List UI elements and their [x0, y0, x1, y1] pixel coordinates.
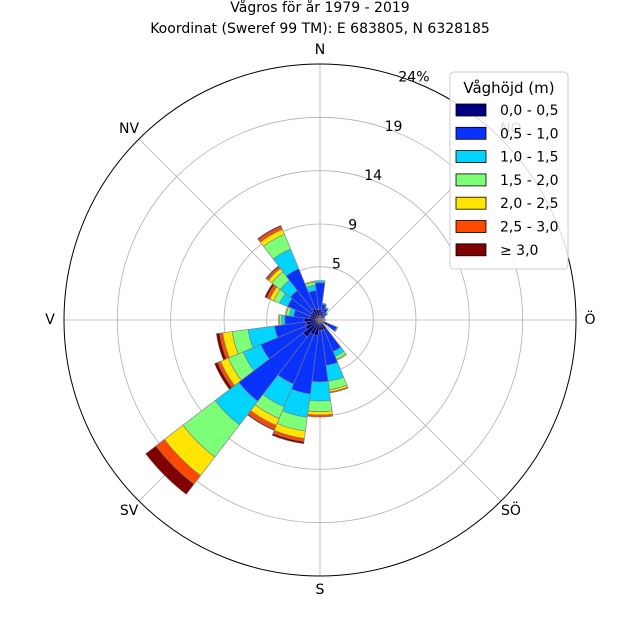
legend-label-2: 1,0 - 1,5: [500, 150, 558, 166]
polar-frame: [63, 63, 577, 577]
compass-label-so: SÖ: [501, 501, 521, 519]
bar-layer: [145, 225, 349, 495]
compass-label-o: Ö: [584, 310, 595, 328]
bar-segment-195-6: [271, 432, 305, 445]
legend-label-3: 1,5 - 2,0: [500, 173, 558, 189]
bar-segment-270-2: [281, 314, 286, 326]
legend-label-1: 0,5 - 1,0: [500, 126, 558, 142]
bar-segment-60-1: [322, 316, 326, 320]
legend-label-6: ≥ 3,0: [500, 243, 538, 259]
compass-label-n: N: [315, 42, 325, 58]
bar-segment-30-2: [324, 306, 329, 311]
legend-swatch-2: [455, 150, 487, 164]
chart-title-line-2: Koordinat (Sweref 99 TM): E 683805, N 63…: [150, 21, 490, 37]
grid-spoke-so: [319, 319, 502, 502]
outer-circle: [63, 63, 577, 577]
bar-segment-90-1: [322, 318, 326, 322]
bar-segment-15-2: [321, 302, 327, 306]
chart-title-line-1: Vågros för år 1979 - 2019: [230, 0, 409, 16]
bar-segment-330-6: [257, 225, 282, 241]
compass-label-s: S: [316, 582, 325, 598]
legend-title: Våghöjd (m): [463, 79, 554, 97]
bar-segment-45-2: [324, 311, 329, 316]
legend-label-4: 2,0 - 2,5: [500, 196, 558, 212]
legend-entries: 0,0 - 0,5 0,5 - 1,0 1,0 - 1,5 1,5 - 2,0 2,0 …: [455, 103, 558, 259]
legend-swatch-1: [455, 126, 487, 140]
legend-swatch-4: [455, 196, 487, 210]
compass-label-nv: NV: [119, 121, 139, 137]
radial-tick-label-1: 9: [348, 217, 357, 233]
bar-segment-180-3: [307, 400, 333, 413]
bar-segment-240-6: [214, 362, 233, 390]
legend-swatch-6: [455, 243, 487, 257]
legend-swatch-3: [455, 173, 487, 187]
legend: Våghöjd (m) 0,0 - 0,5 0,5 - 1,0 1,0 - 1,5 1…: [449, 71, 569, 270]
bar-segment-0-2: [314, 280, 326, 284]
legend-swatch-5: [455, 220, 487, 233]
bar-segment-345-4: [304, 280, 316, 285]
legend-frame: [449, 71, 569, 270]
radial-tick-label-3: 19: [385, 119, 403, 135]
bar-segment-180-2: [309, 381, 331, 402]
legend-swatch-0: [455, 103, 487, 117]
radial-tick-labels: 5 9 14 19 24%: [332, 69, 430, 272]
legend-label-0: 0,0 - 0,5: [500, 103, 558, 119]
bar-segment-255-6: [216, 332, 227, 361]
compass-label-v: V: [45, 312, 55, 328]
radial-tick-label-4: 24%: [398, 69, 429, 85]
legend-label-5: 2,5 - 3,0: [500, 220, 558, 236]
bar-segment-120-2: [333, 326, 339, 333]
compass-label-sv: SV: [120, 503, 139, 519]
bar-segment-225-6: [145, 445, 195, 495]
radial-tick-label-2: 14: [364, 168, 382, 184]
bar-segment-270-4: [278, 314, 281, 326]
radial-tick-label-0: 5: [332, 257, 341, 273]
